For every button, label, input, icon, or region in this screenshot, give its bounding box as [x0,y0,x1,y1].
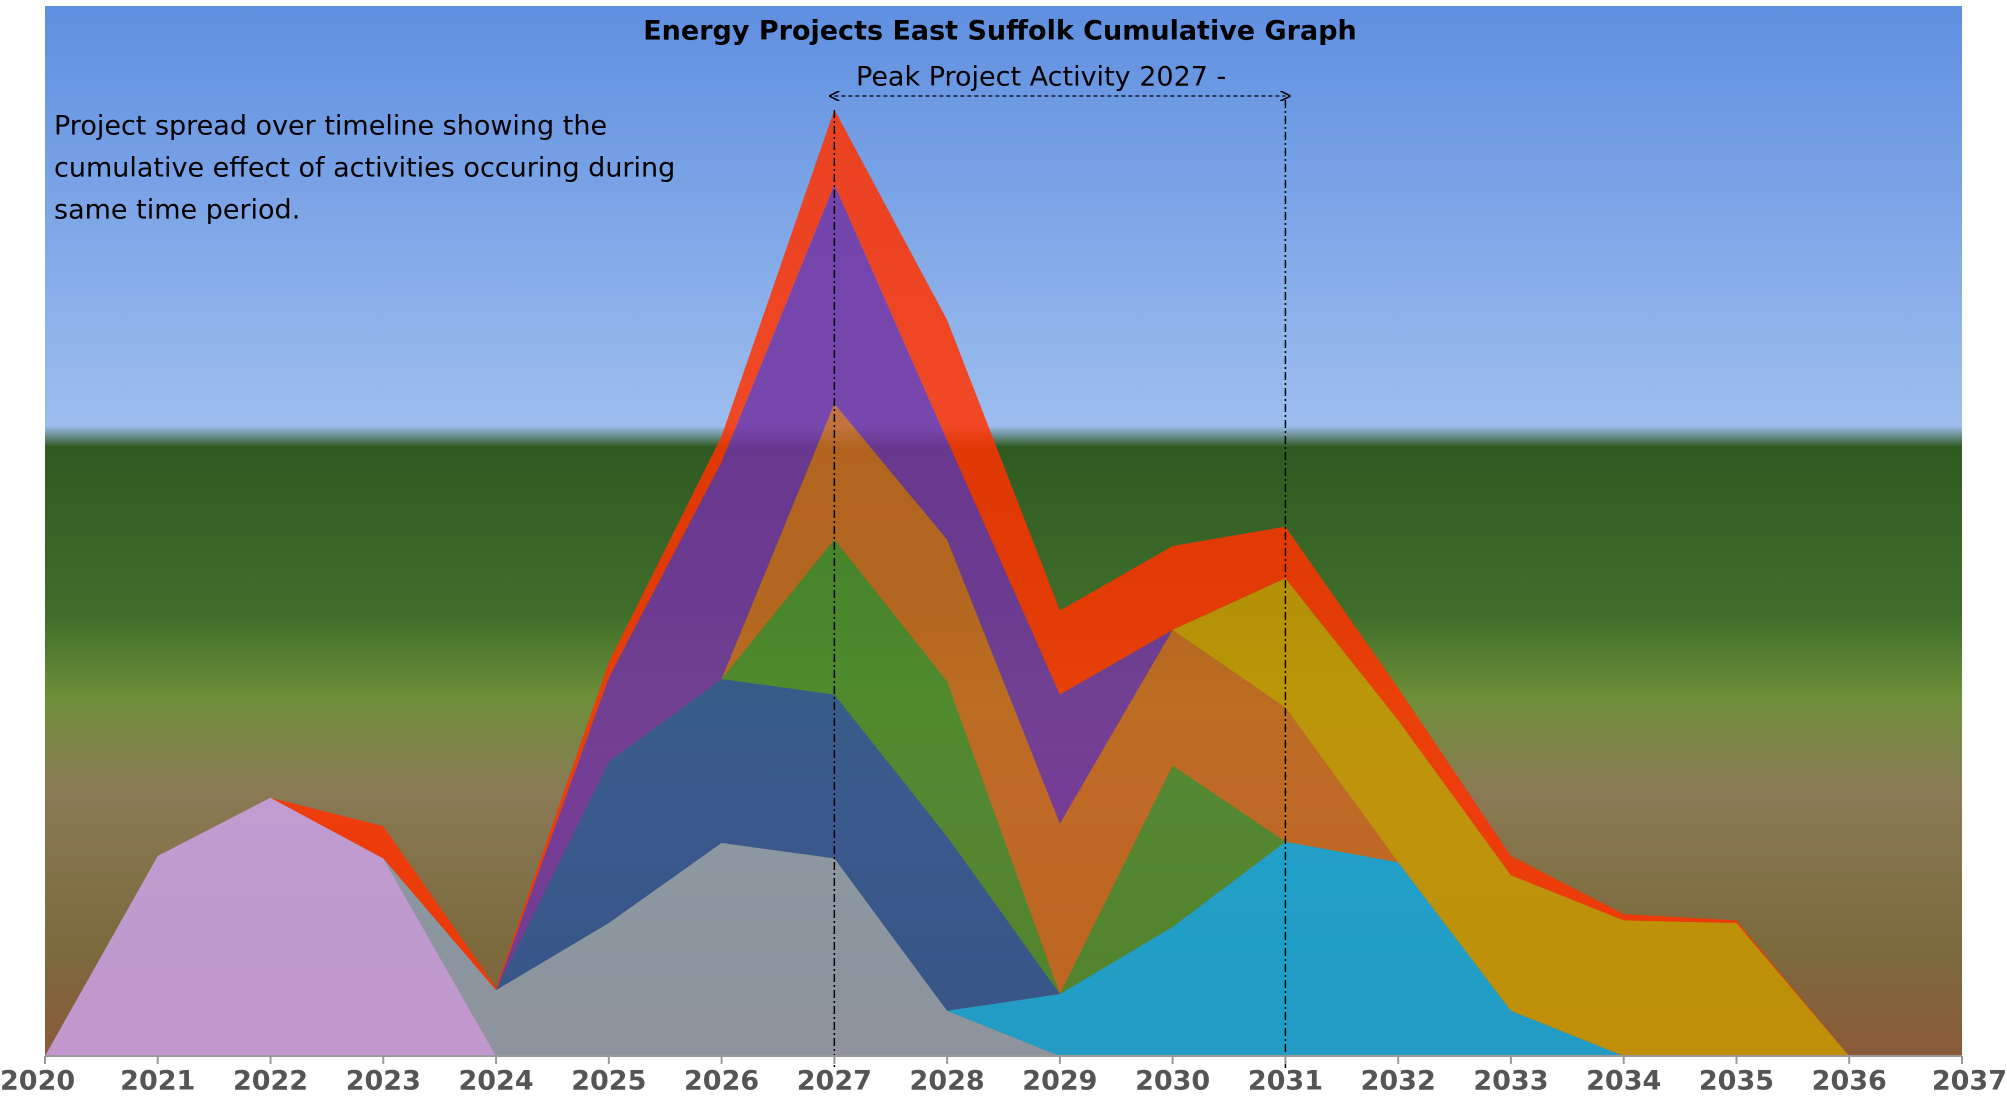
x-tick-label: 2022 [233,1066,308,1097]
x-tick-label: 2026 [684,1066,759,1097]
x-tick-label: 2025 [571,1066,646,1097]
x-tick-label: 2020 [0,1066,75,1097]
description-line: cumulative effect of activities occuring… [54,153,675,184]
x-tick-label: 2033 [1473,1066,1548,1097]
chart: Energy Projects East Suffolk Cumulative … [0,0,2007,1099]
annotation: Peak Project Activity 2027 - [856,62,1226,93]
description-line: same time period. [54,195,300,226]
x-tick-label: 2036 [1812,1066,1887,1097]
description-line: Project spread over timeline showing the [54,111,607,142]
x-tick-label: 2037 [1932,1066,2007,1097]
x-tick-label: 2023 [346,1066,421,1097]
x-tick-label: 2035 [1699,1066,1774,1097]
chart-title: Energy Projects East Suffolk Cumulative … [643,16,1357,47]
x-tick-label: 2029 [1022,1066,1097,1097]
x-tick-label: 2034 [1586,1066,1661,1097]
x-tick-label: 2030 [1135,1066,1210,1097]
x-tick-label: 2028 [910,1066,985,1097]
page: {"chart_data": { "type": "stacked-area",… [0,0,2007,1099]
x-tick-label: 2027 [797,1066,872,1097]
x-tick-label: 2031 [1248,1066,1323,1097]
x-tick-label: 2032 [1361,1066,1436,1097]
x-tick-label: 2021 [120,1066,195,1097]
x-tick-label: 2024 [458,1066,533,1097]
